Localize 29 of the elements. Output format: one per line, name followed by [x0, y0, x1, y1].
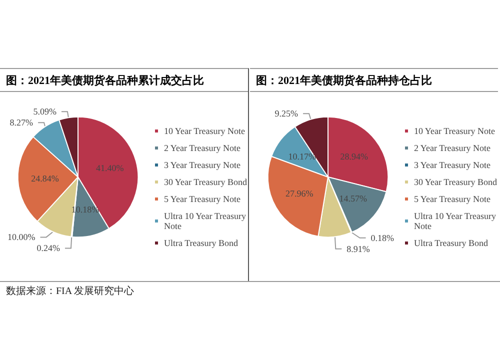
data-label: 41.40% [96, 163, 124, 174]
chart-title: 图：2021年美债期货各品种持仓占比 [256, 73, 432, 88]
data-label: 0.18% [370, 232, 395, 243]
data-label: 5.09% [33, 106, 57, 117]
legend-label: Ultra 10 Year Treasury Note [164, 211, 248, 231]
source-note: 数据来源：FIA 发展研究中心 [6, 284, 134, 298]
chart-title: 图：2021年美债期货各品种累计成交占比 [6, 73, 204, 88]
data-label: 28.94% [340, 152, 368, 162]
legend-label: 10 Year Treasury Note [164, 126, 246, 136]
data-label: 9.25% [274, 108, 299, 119]
data-label: 8.91% [346, 244, 370, 254]
legend-label: 10 Year Treasury Note [414, 126, 496, 136]
legend-label: 5 Year Treasury Note [414, 194, 491, 204]
data-label: 27.96% [286, 188, 314, 199]
data-label: 10.00% [7, 232, 36, 242]
legend-label: 2 Year Treasury Note [164, 143, 241, 153]
legend-label: 3 Year Treasury Note [164, 160, 241, 170]
legend-label: 30 Year Treasury Bond [164, 177, 248, 187]
data-label: 0.24% [36, 243, 60, 254]
legend-label: 5 Year Treasury Note [164, 194, 241, 204]
legend-label: 2 Year Treasury Note [414, 143, 491, 153]
legend-label: Ultra Treasury Bond [414, 238, 488, 248]
legend-label: 3 Year Treasury Note [414, 160, 491, 170]
legend-label: Ultra Treasury Bond [164, 238, 238, 248]
legend-label: 30 Year Treasury Bond [414, 177, 498, 187]
data-label: 8.27% [10, 118, 34, 128]
data-label: 24.84% [31, 174, 60, 184]
data-label: 14.57% [339, 193, 368, 204]
legend-label: Ultra 10 Year Treasury Note [414, 211, 498, 231]
